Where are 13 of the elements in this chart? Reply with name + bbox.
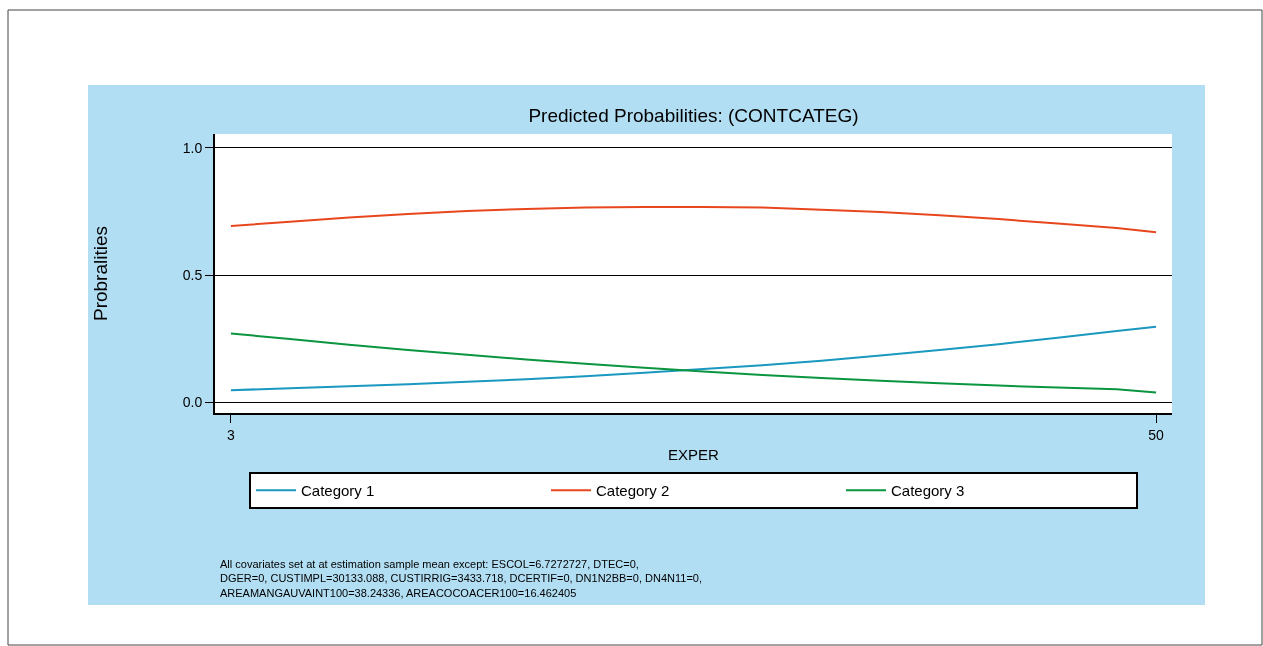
chart-title: Predicted Probabilities: (CONTCATEG) bbox=[528, 104, 859, 126]
x-axis-title: EXPER bbox=[668, 446, 720, 464]
legend-label: Category 1 bbox=[301, 482, 375, 500]
line-series bbox=[229, 205, 1158, 234]
x-tick-label: 50 bbox=[1148, 426, 1165, 443]
y-tick-label: 0.0 bbox=[182, 393, 203, 410]
legend-label: Category 3 bbox=[891, 482, 965, 500]
y-tick-label: 1.0 bbox=[182, 139, 203, 156]
legend-label: Category 2 bbox=[596, 482, 670, 500]
y-tick-label: 0.5 bbox=[182, 266, 203, 283]
x-tick-label: 3 bbox=[227, 426, 236, 443]
text: All covariates set at at estimation sample mean except: ESCOL=6.7272727, DTEC=0, DGER=0, CUSTIMPL=30133.088, CUSTIRRIG=3433.718, DCERTIF=0, DN1N2BB=0, DN4N11=0, AREAMANGAUVAINT100=38.24336, AREACOCOACER100=16.462405 bbox=[220, 558, 702, 599]
y-axis-title: Probralities bbox=[90, 225, 112, 322]
